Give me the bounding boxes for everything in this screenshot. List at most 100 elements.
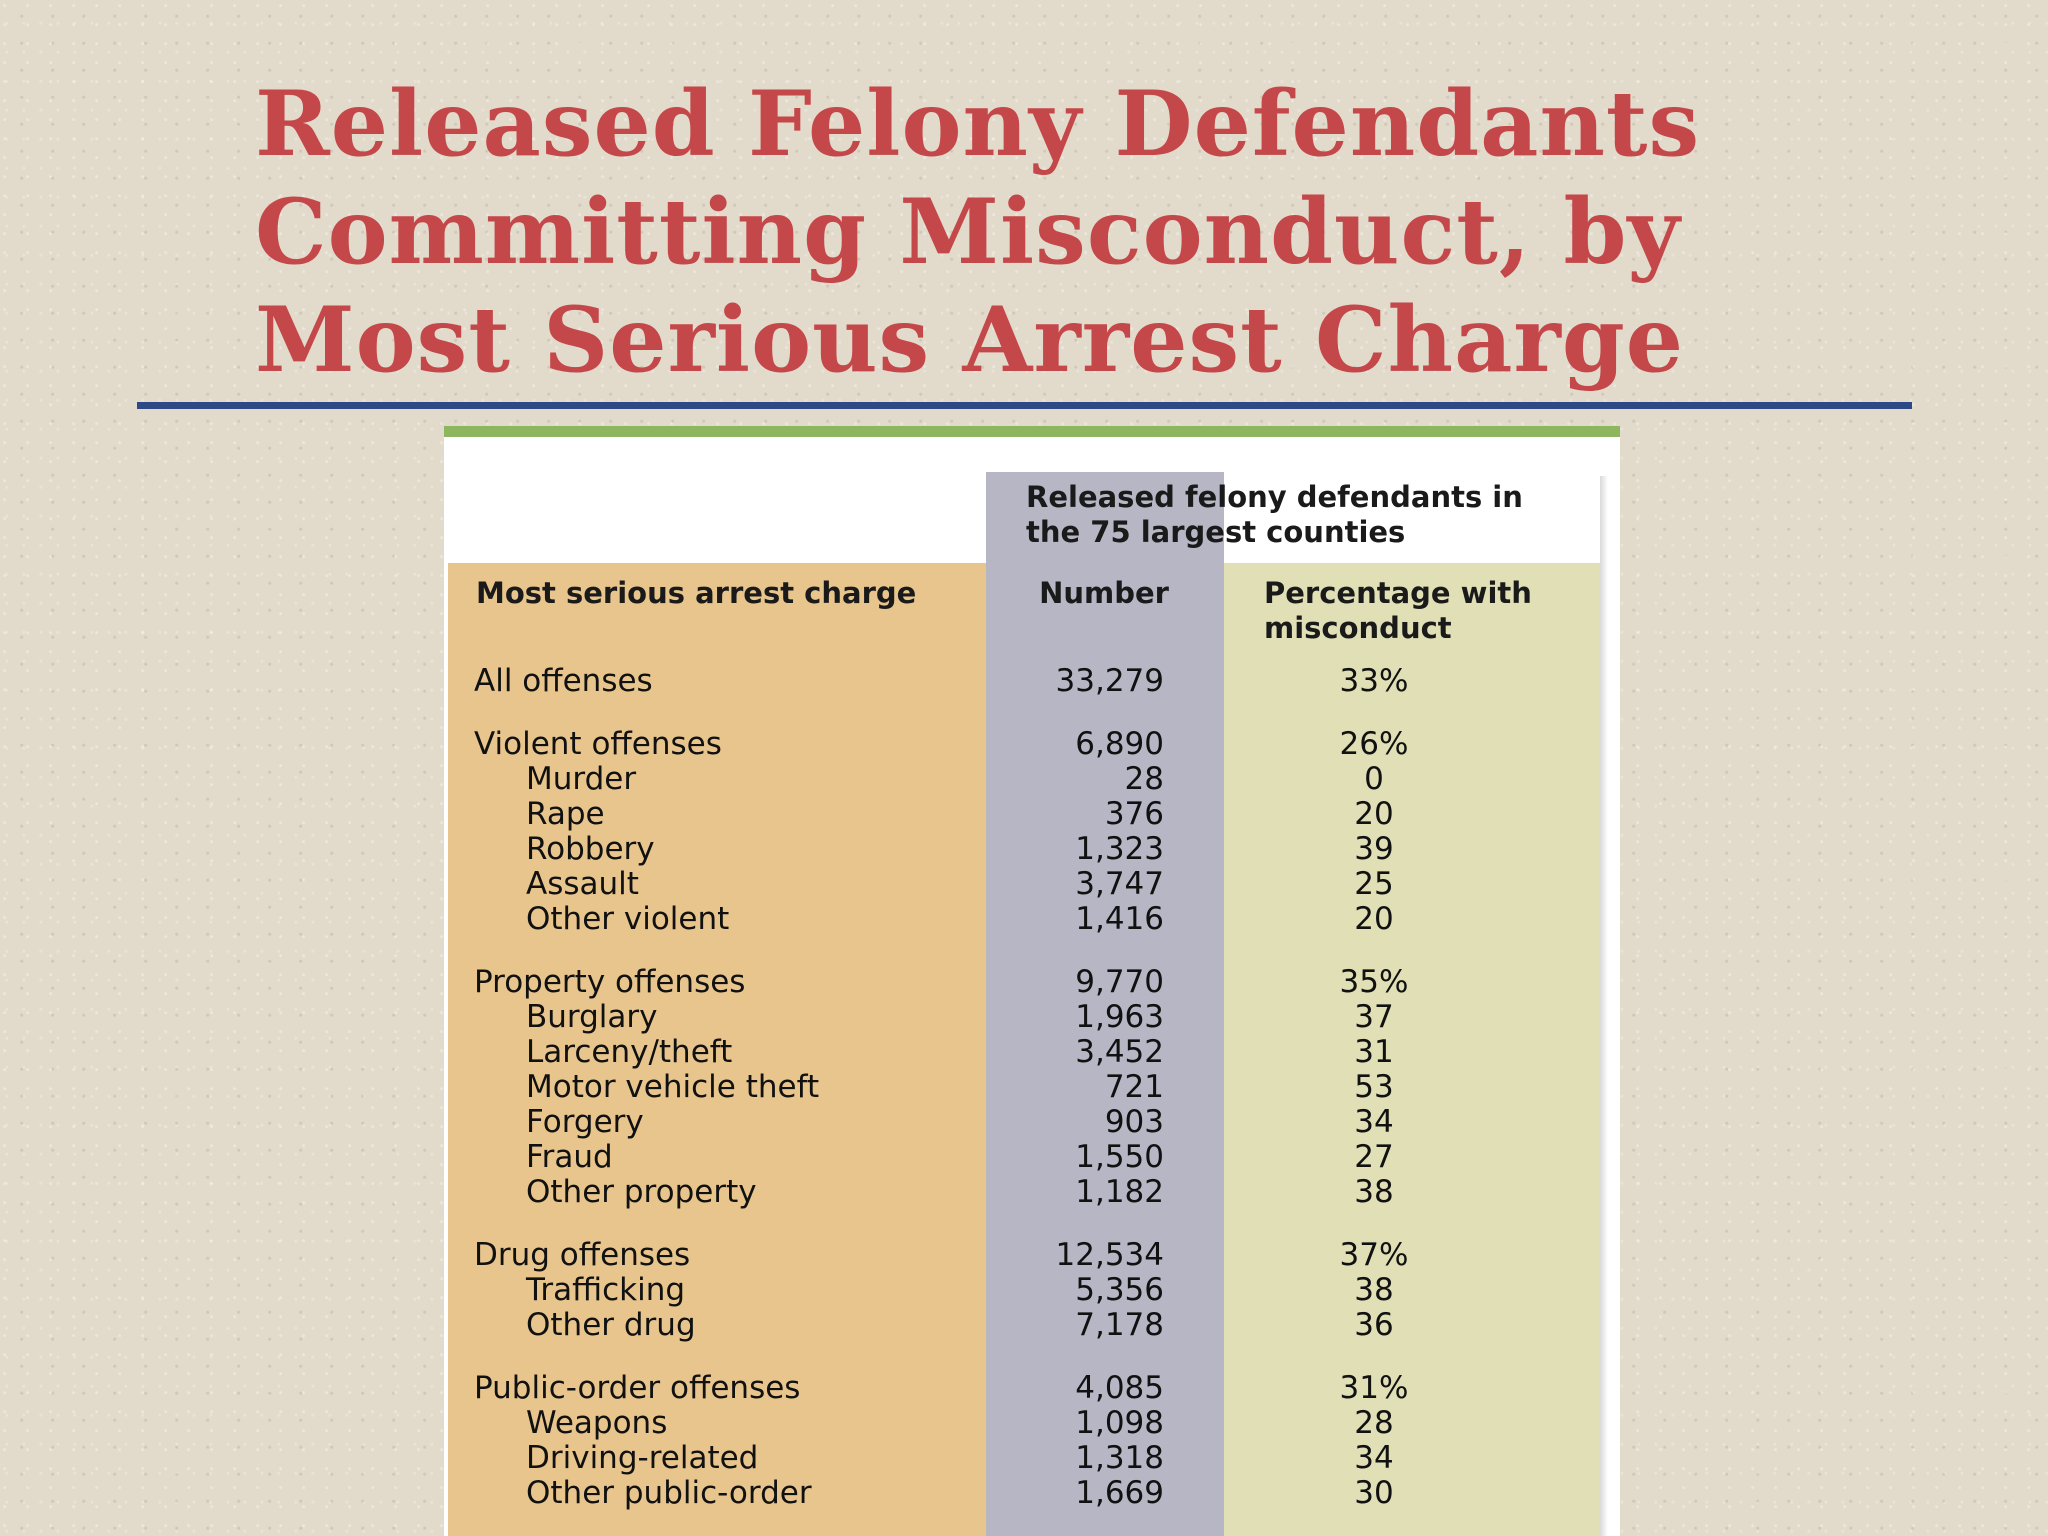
table-row: Rape 376 20	[444, 797, 1620, 832]
row-number-value: 33,279	[1055, 663, 1164, 699]
table-row: Forgery 903 34	[444, 1105, 1620, 1140]
table-row: Murder 28 0	[444, 762, 1620, 797]
row-percentage-value: 38	[1354, 1174, 1394, 1210]
table-row: Burglary 1,963 37	[444, 1000, 1620, 1035]
row-percentage-value: 34	[1354, 1440, 1394, 1476]
number-column-background	[986, 472, 1224, 1536]
row-percentage-value: 20	[1354, 901, 1394, 937]
column-header-percentage: Percentage with misconduct	[1264, 576, 1532, 645]
row-charge-label: Other public-order	[526, 1475, 812, 1511]
row-charge-label: Motor vehicle theft	[526, 1069, 820, 1105]
row-number-value: 1,182	[1075, 1174, 1164, 1210]
row-percentage-value: 27	[1354, 1139, 1394, 1175]
row-percentage-value: 31	[1354, 1034, 1394, 1070]
group-header: Released felony defendants in the 75 lar…	[1026, 480, 1523, 549]
row-number-value: 1,416	[1075, 901, 1164, 937]
table-shadow	[1600, 476, 1608, 1536]
table-body: All offenses 33,279 33% Violent offenses 6,8…	[444, 426, 1620, 1536]
row-percentage-value: 36	[1354, 1307, 1394, 1343]
row-charge-label: Murder	[526, 761, 637, 797]
row-percentage-value: 33%	[1339, 663, 1409, 699]
row-charge-label: Driving-related	[526, 1440, 759, 1476]
row-percentage-value: 31%	[1339, 1370, 1409, 1406]
row-percentage-value: 39	[1354, 831, 1394, 867]
row-charge-label: Rape	[526, 796, 605, 832]
row-number-value: 1,323	[1075, 831, 1164, 867]
table-row: Drug offenses 12,534 37%	[444, 1238, 1620, 1273]
row-number-value: 1,098	[1075, 1405, 1164, 1441]
row-percentage-value: 34	[1354, 1104, 1394, 1140]
row-percentage-value: 35%	[1339, 964, 1409, 1000]
row-charge-label: Other violent	[526, 901, 730, 937]
row-charge-label: Forgery	[526, 1104, 644, 1140]
row-number-value: 12,534	[1055, 1237, 1164, 1273]
row-number-value: 28	[1124, 761, 1164, 797]
table-row: All offenses 33,279 33%	[444, 664, 1620, 699]
table-row: Other public-order 1,669 30	[444, 1476, 1620, 1511]
row-percentage-value: 30	[1354, 1475, 1394, 1511]
row-number-value: 1,550	[1075, 1139, 1164, 1175]
row-number-value: 5,356	[1075, 1272, 1164, 1308]
charge-column-background	[448, 563, 988, 1536]
column-header-number: Number	[1039, 576, 1169, 610]
table-row: Trafficking 5,356 38	[444, 1273, 1620, 1308]
row-charge-label: Burglary	[526, 999, 658, 1035]
row-charge-label: Assault	[526, 866, 639, 902]
table-row: Assault 3,747 25	[444, 867, 1620, 902]
row-charge-label: Fraud	[526, 1139, 613, 1175]
row-percentage-value: 37%	[1339, 1237, 1409, 1273]
table-top-bar	[444, 426, 1620, 437]
table-row: Fraud 1,550 27	[444, 1140, 1620, 1175]
slide-title-line: Most Serious Arrest Charge	[255, 287, 1685, 393]
table-row: Violent offenses 6,890 26%	[444, 727, 1620, 762]
data-table: Released felony defendants in the 75 lar…	[444, 426, 1620, 1536]
row-charge-label: Robbery	[526, 831, 655, 867]
row-number-value: 1,669	[1075, 1475, 1164, 1511]
row-number-value: 4,085	[1075, 1370, 1164, 1406]
row-number-value: 3,452	[1075, 1034, 1164, 1070]
row-charge-label: Other drug	[526, 1307, 696, 1343]
row-charge-label: Larceny/theft	[526, 1034, 733, 1070]
row-charge-label: Violent offenses	[474, 726, 722, 762]
table-row: Robbery 1,323 39	[444, 832, 1620, 867]
row-percentage-value: 53	[1354, 1069, 1394, 1105]
column-header-charge: Most serious arrest charge	[476, 576, 917, 610]
table-row: Property offenses 9,770 35%	[444, 965, 1620, 1000]
row-percentage-value: 38	[1354, 1272, 1394, 1308]
row-number-value: 6,890	[1075, 726, 1164, 762]
row-number-value: 3,747	[1075, 866, 1164, 902]
row-number-value: 7,178	[1075, 1307, 1164, 1343]
row-number-value: 9,770	[1075, 964, 1164, 1000]
table-row: Other property 1,182 38	[444, 1175, 1620, 1210]
row-number-value: 1,963	[1075, 999, 1164, 1035]
slide-title-line: Released Felony Defendants	[255, 71, 1701, 177]
table-row: Other drug 7,178 36	[444, 1308, 1620, 1343]
row-charge-label: Property offenses	[474, 964, 746, 1000]
slide-title: Released Felony Defendants Committing Mi…	[255, 70, 1835, 394]
table-row: Public-order offenses 4,085 31%	[444, 1371, 1620, 1406]
row-percentage-value: 25	[1354, 866, 1394, 902]
row-number-value: 376	[1104, 796, 1164, 832]
title-divider	[137, 402, 1912, 409]
percentage-column-background	[1224, 563, 1600, 1536]
table-row: Other violent 1,416 20	[444, 902, 1620, 937]
table-row: Motor vehicle theft 721 53	[444, 1070, 1620, 1105]
row-percentage-value: 28	[1354, 1405, 1394, 1441]
row-percentage-value: 26%	[1339, 726, 1409, 762]
row-charge-label: Drug offenses	[474, 1237, 691, 1273]
row-charge-label: Public-order offenses	[474, 1370, 801, 1406]
row-charge-label: Other property	[526, 1174, 757, 1210]
row-percentage-value: 0	[1364, 761, 1384, 797]
row-number-value: 721	[1104, 1069, 1164, 1105]
table-row: Weapons 1,098 28	[444, 1406, 1620, 1441]
row-charge-label: All offenses	[474, 663, 653, 699]
row-charge-label: Trafficking	[526, 1272, 686, 1308]
table-row: Larceny/theft 3,452 31	[444, 1035, 1620, 1070]
row-percentage-value: 20	[1354, 796, 1394, 832]
row-number-value: 903	[1104, 1104, 1164, 1140]
row-number-value: 1,318	[1075, 1440, 1164, 1476]
slide-title-line: Committing Misconduct, by	[255, 179, 1681, 285]
row-percentage-value: 37	[1354, 999, 1394, 1035]
table-row: Driving-related 1,318 34	[444, 1441, 1620, 1476]
row-charge-label: Weapons	[526, 1405, 668, 1441]
